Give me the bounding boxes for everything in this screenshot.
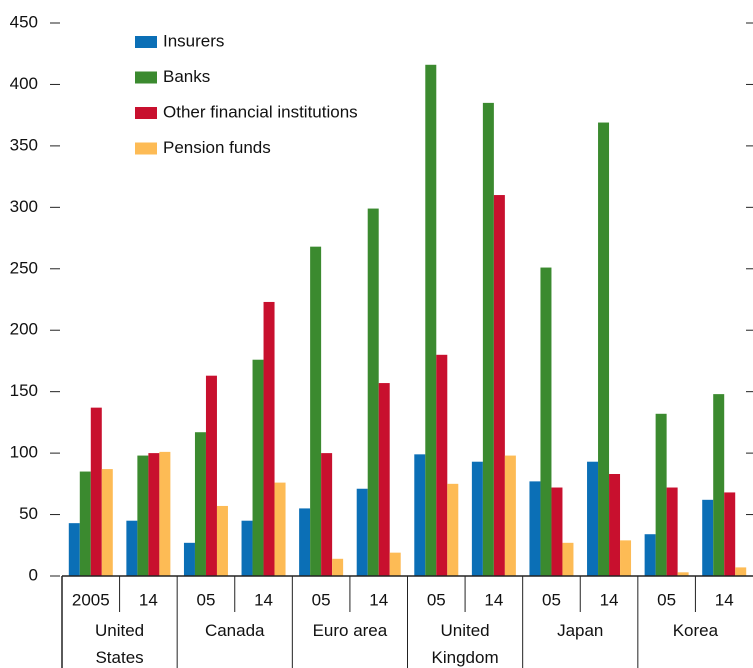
group-label: Euro area	[312, 621, 388, 640]
group-label: United Kingdom	[431, 621, 499, 667]
bar	[482, 102, 494, 576]
y-tick-label: 0	[29, 565, 38, 584]
bar	[666, 487, 678, 576]
bar	[90, 407, 102, 576]
y-tick-label: 50	[19, 504, 38, 523]
bar	[598, 122, 610, 576]
bar	[644, 534, 656, 576]
bar	[356, 488, 368, 576]
y-tick-label: 300	[10, 197, 38, 216]
y-tick-label: 400	[10, 74, 38, 93]
bar	[216, 505, 228, 576]
legend-swatch	[135, 36, 157, 48]
bar	[702, 499, 714, 576]
y-tick-label: 100	[10, 443, 38, 462]
bar	[252, 359, 264, 576]
bar	[126, 520, 138, 576]
bar	[137, 455, 149, 576]
x-tick-label: 05	[427, 590, 446, 609]
bar	[205, 375, 217, 576]
group-label: Korea	[672, 621, 719, 640]
bar	[655, 413, 667, 576]
bar	[79, 471, 91, 576]
bar	[504, 455, 516, 576]
bar	[332, 558, 344, 576]
legend-label: Other financial institutions	[163, 102, 358, 121]
bar	[263, 301, 275, 576]
group-label: Japan	[557, 621, 604, 640]
bar	[310, 246, 322, 576]
bar	[299, 508, 311, 576]
bar	[447, 483, 459, 576]
legend-swatch	[135, 71, 157, 84]
bar	[68, 523, 80, 576]
bar	[425, 64, 437, 576]
x-tick-label: 05	[542, 590, 561, 609]
group-label: United States	[95, 621, 145, 667]
y-tick-label: 350	[10, 135, 38, 154]
bar	[378, 383, 390, 576]
y-tick-label: 200	[10, 320, 38, 339]
x-tick-label: 05	[196, 590, 215, 609]
bar	[551, 487, 563, 576]
bar	[540, 267, 552, 576]
x-tick-label: 14	[715, 590, 734, 609]
bar	[724, 492, 736, 576]
bar	[159, 451, 171, 576]
bar	[471, 461, 483, 576]
bar	[677, 572, 689, 576]
bar	[562, 542, 574, 576]
bar	[101, 469, 113, 576]
bar	[367, 208, 379, 576]
x-tick-label: 14	[484, 590, 503, 609]
legend-label: Insurers	[163, 31, 224, 50]
bar	[148, 453, 160, 576]
x-tick-label: 14	[600, 590, 619, 609]
x-tick-label: 14	[369, 590, 388, 609]
y-tick-label: 150	[10, 381, 38, 400]
group-label: Canada	[204, 621, 265, 640]
bar	[274, 482, 286, 576]
bar	[321, 453, 333, 576]
x-tick-label: 2005	[72, 590, 110, 609]
bar	[194, 432, 206, 576]
x-tick-label: 05	[312, 590, 331, 609]
bar	[735, 567, 747, 576]
legend-swatch	[135, 142, 157, 155]
bar	[620, 540, 632, 576]
bar	[241, 520, 253, 576]
bar	[529, 481, 541, 576]
legend-label: Pension funds	[163, 138, 271, 157]
y-tick-label: 250	[10, 258, 38, 277]
bar	[493, 195, 505, 577]
legend-swatch	[135, 107, 157, 119]
bar	[609, 474, 621, 576]
y-tick-label: 450	[10, 12, 38, 31]
bar	[587, 461, 599, 576]
x-tick-label: 14	[139, 590, 158, 609]
bar	[389, 552, 401, 576]
bar	[436, 354, 448, 576]
x-tick-label: 14	[254, 590, 273, 609]
bar	[713, 394, 725, 576]
x-tick-label: 05	[657, 590, 676, 609]
legend-label: Banks	[163, 67, 210, 86]
bar	[183, 542, 195, 576]
bar	[414, 454, 426, 576]
